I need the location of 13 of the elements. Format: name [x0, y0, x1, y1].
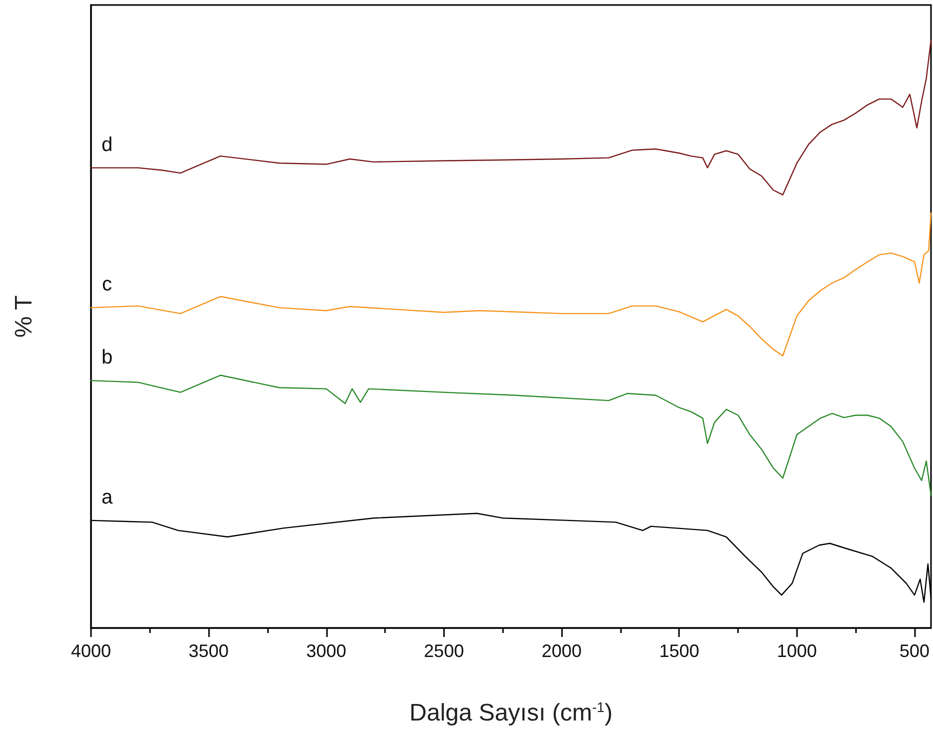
- x-tick-label: 3000: [306, 641, 346, 661]
- x-tick-label: 2500: [424, 641, 464, 661]
- y-axis-title: % T: [10, 295, 38, 338]
- series-label: d: [101, 134, 113, 156]
- x-tick-label: 3500: [188, 641, 229, 661]
- x-tick-label: 1500: [659, 641, 700, 661]
- x-tick-label: 1000: [776, 641, 817, 661]
- series-label: a: [101, 486, 114, 508]
- series-label: c: [102, 274, 112, 296]
- x-tick-label: 2000: [542, 641, 582, 661]
- series-label: b: [101, 346, 113, 369]
- x-tick-label: 4000: [70, 641, 112, 661]
- x-tick-label: 500: [900, 641, 930, 661]
